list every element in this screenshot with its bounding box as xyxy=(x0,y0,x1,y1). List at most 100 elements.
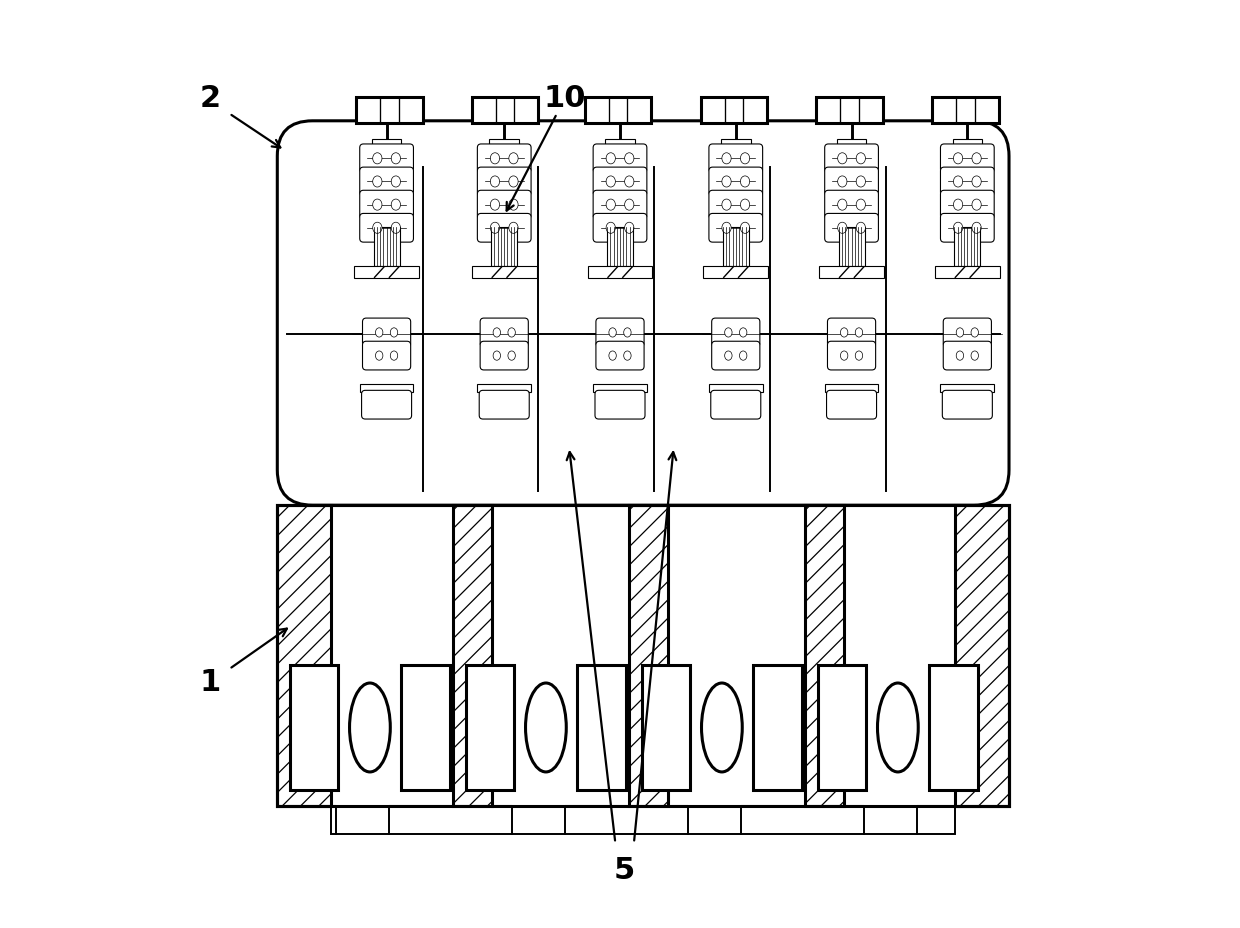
FancyBboxPatch shape xyxy=(709,145,763,174)
Ellipse shape xyxy=(740,154,750,164)
Ellipse shape xyxy=(490,176,500,187)
Ellipse shape xyxy=(724,352,732,361)
Bar xyxy=(805,506,844,806)
Ellipse shape xyxy=(392,176,401,187)
Bar xyxy=(491,228,517,267)
Ellipse shape xyxy=(350,683,391,772)
FancyBboxPatch shape xyxy=(940,191,994,220)
FancyBboxPatch shape xyxy=(942,391,992,419)
Ellipse shape xyxy=(856,223,866,234)
Ellipse shape xyxy=(625,176,634,187)
Bar xyxy=(588,267,652,279)
Ellipse shape xyxy=(740,200,750,211)
FancyBboxPatch shape xyxy=(827,318,875,347)
Bar xyxy=(454,506,492,806)
Bar xyxy=(336,799,389,836)
Ellipse shape xyxy=(625,154,634,164)
Ellipse shape xyxy=(609,352,616,361)
FancyBboxPatch shape xyxy=(360,168,413,197)
Ellipse shape xyxy=(841,352,848,361)
Ellipse shape xyxy=(373,154,382,164)
Bar xyxy=(278,506,1009,806)
FancyBboxPatch shape xyxy=(593,145,647,174)
Ellipse shape xyxy=(376,329,383,338)
Bar xyxy=(331,806,955,834)
FancyBboxPatch shape xyxy=(477,214,531,243)
Ellipse shape xyxy=(702,683,743,772)
Ellipse shape xyxy=(856,154,866,164)
FancyBboxPatch shape xyxy=(362,318,410,347)
Bar xyxy=(356,97,423,123)
Ellipse shape xyxy=(722,223,732,234)
FancyBboxPatch shape xyxy=(477,145,531,174)
Bar xyxy=(952,140,982,161)
Bar xyxy=(929,665,977,790)
Bar xyxy=(688,799,742,836)
Ellipse shape xyxy=(971,352,978,361)
Ellipse shape xyxy=(739,352,746,361)
FancyBboxPatch shape xyxy=(709,191,763,220)
Bar xyxy=(955,506,1009,806)
FancyBboxPatch shape xyxy=(596,342,644,370)
Bar xyxy=(373,228,399,267)
Bar xyxy=(709,384,763,393)
Bar xyxy=(629,506,668,806)
Bar xyxy=(642,665,691,790)
Ellipse shape xyxy=(956,352,963,361)
Bar xyxy=(454,506,492,806)
Ellipse shape xyxy=(609,329,616,338)
Ellipse shape xyxy=(739,329,746,338)
Bar xyxy=(818,665,867,790)
FancyBboxPatch shape xyxy=(827,391,877,419)
Ellipse shape xyxy=(606,176,615,187)
Ellipse shape xyxy=(856,329,863,338)
FancyBboxPatch shape xyxy=(477,191,531,220)
FancyBboxPatch shape xyxy=(709,168,763,197)
FancyBboxPatch shape xyxy=(940,145,994,174)
Ellipse shape xyxy=(838,200,847,211)
Ellipse shape xyxy=(624,329,631,338)
Bar xyxy=(720,140,750,161)
Ellipse shape xyxy=(624,352,631,361)
Ellipse shape xyxy=(373,200,382,211)
Ellipse shape xyxy=(606,223,615,234)
Ellipse shape xyxy=(606,200,615,211)
FancyBboxPatch shape xyxy=(825,168,878,197)
Ellipse shape xyxy=(971,329,978,338)
Text: 10: 10 xyxy=(543,84,585,113)
FancyBboxPatch shape xyxy=(827,342,875,370)
Ellipse shape xyxy=(508,176,518,187)
Ellipse shape xyxy=(391,352,398,361)
Bar xyxy=(805,506,844,806)
Bar xyxy=(955,228,981,267)
Ellipse shape xyxy=(490,154,500,164)
Bar xyxy=(290,665,339,790)
Bar xyxy=(278,506,1009,806)
Ellipse shape xyxy=(856,176,866,187)
Ellipse shape xyxy=(740,223,750,234)
Bar xyxy=(816,97,883,123)
Ellipse shape xyxy=(625,223,634,234)
Ellipse shape xyxy=(625,200,634,211)
FancyBboxPatch shape xyxy=(593,168,647,197)
Ellipse shape xyxy=(972,223,981,234)
Ellipse shape xyxy=(526,683,567,772)
Ellipse shape xyxy=(392,154,401,164)
Ellipse shape xyxy=(508,200,518,211)
Ellipse shape xyxy=(494,329,501,338)
Ellipse shape xyxy=(856,200,866,211)
FancyBboxPatch shape xyxy=(362,391,412,419)
Bar xyxy=(360,384,413,393)
Bar xyxy=(372,140,402,161)
FancyBboxPatch shape xyxy=(825,191,878,220)
FancyBboxPatch shape xyxy=(944,318,992,347)
FancyBboxPatch shape xyxy=(362,342,410,370)
Bar xyxy=(703,267,769,279)
Ellipse shape xyxy=(722,200,732,211)
Bar xyxy=(863,799,918,836)
Ellipse shape xyxy=(838,223,847,234)
FancyBboxPatch shape xyxy=(712,342,760,370)
Bar xyxy=(820,267,884,279)
Ellipse shape xyxy=(392,200,401,211)
Ellipse shape xyxy=(724,329,732,338)
